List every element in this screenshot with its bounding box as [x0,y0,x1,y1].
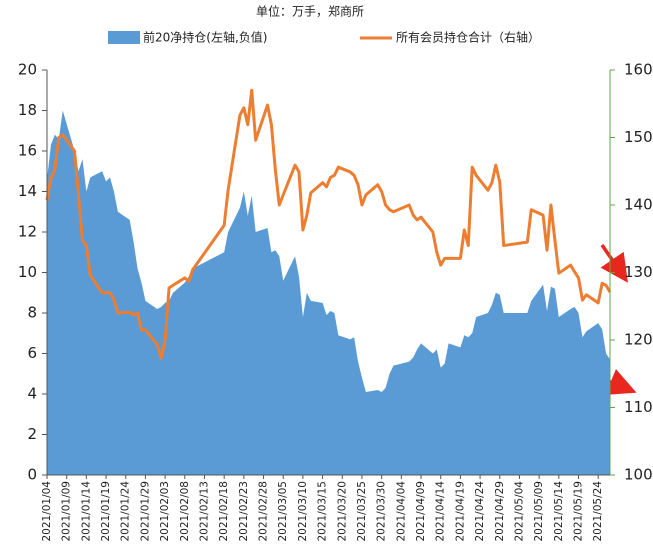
x-tick-label: 2021/05/14 [553,481,565,542]
x-tick-label: 2021/03/30 [376,481,388,542]
x-tick-label: 2021/02/23 [238,481,250,542]
x-tick-label: 2021/02/18 [218,481,230,542]
x-tick-label: 2021/02/08 [179,481,191,542]
y-tick-label: 16 [18,142,37,160]
x-tick-label: 2021/03/20 [336,481,348,542]
annotation-arrow [600,244,628,283]
x-tick-label: 2021/01/04 [41,481,53,542]
y-tick-label: 12 [18,223,37,241]
y-tick-label: 4 [27,385,37,403]
y2-tick-label: 100 [624,466,653,484]
x-tick-label: 2021/05/04 [513,481,525,542]
y-tick-label: 8 [27,304,37,322]
x-tick-label: 2021/01/19 [100,481,112,542]
area [47,110,610,475]
x-tick-label: 2021/02/28 [258,481,270,542]
y2-tick-label: 150 [624,128,653,146]
x-tick-label: 2021/04/04 [395,481,407,542]
y-tick-label: 10 [18,263,37,281]
y-tick-label: 2 [27,425,37,443]
x-tick-label: 2021/04/29 [494,481,506,542]
x-tick-label: 2021/03/10 [297,481,309,542]
y2-tick-label: 140 [624,196,653,214]
x-tick-label: 2021/01/14 [80,481,92,542]
y2-tick-label: 110 [624,398,653,416]
x-tick-label: 2021/02/03 [159,481,171,542]
line [45,88,612,360]
y-tick-label: 14 [18,182,37,200]
x-tick-label: 2021/03/15 [317,481,329,542]
legend-label: 前20净持仓(左轴,负值) [143,30,267,45]
x-tick-label: 2021/05/24 [592,481,604,542]
legend-label: 所有会员持仓合计（右轴） [396,30,540,45]
y2-tick-label: 130 [624,263,653,281]
x-tick-label: 2021/05/19 [573,481,585,542]
x-tick-label: 2021/04/19 [454,481,466,542]
y-tick-label: 18 [18,101,37,119]
chart-title: 单位：万手，郑商所 [256,4,364,19]
x-tick-label: 2021/01/29 [139,481,151,542]
x-tick-label: 2021/03/25 [356,481,368,542]
x-tick-label: 2021/02/13 [198,481,210,542]
x-tick-label: 2021/01/24 [120,481,132,542]
y2-tick-label: 160 [624,61,653,79]
x-tick-label: 2021/04/14 [435,481,447,542]
x-tick-label: 2021/04/09 [415,481,427,542]
y2-tick-label: 120 [624,331,653,349]
legend-swatch [108,31,140,44]
x-tick-label: 2021/01/09 [61,481,73,542]
x-tick-label: 2021/03/05 [277,481,289,542]
y-tick-label: 6 [27,344,37,362]
y-tick-label: 20 [18,61,37,79]
y-tick-label: 0 [27,466,37,484]
x-tick-label: 2021/04/24 [474,481,486,542]
x-tick-label: 2021/05/09 [533,481,545,542]
